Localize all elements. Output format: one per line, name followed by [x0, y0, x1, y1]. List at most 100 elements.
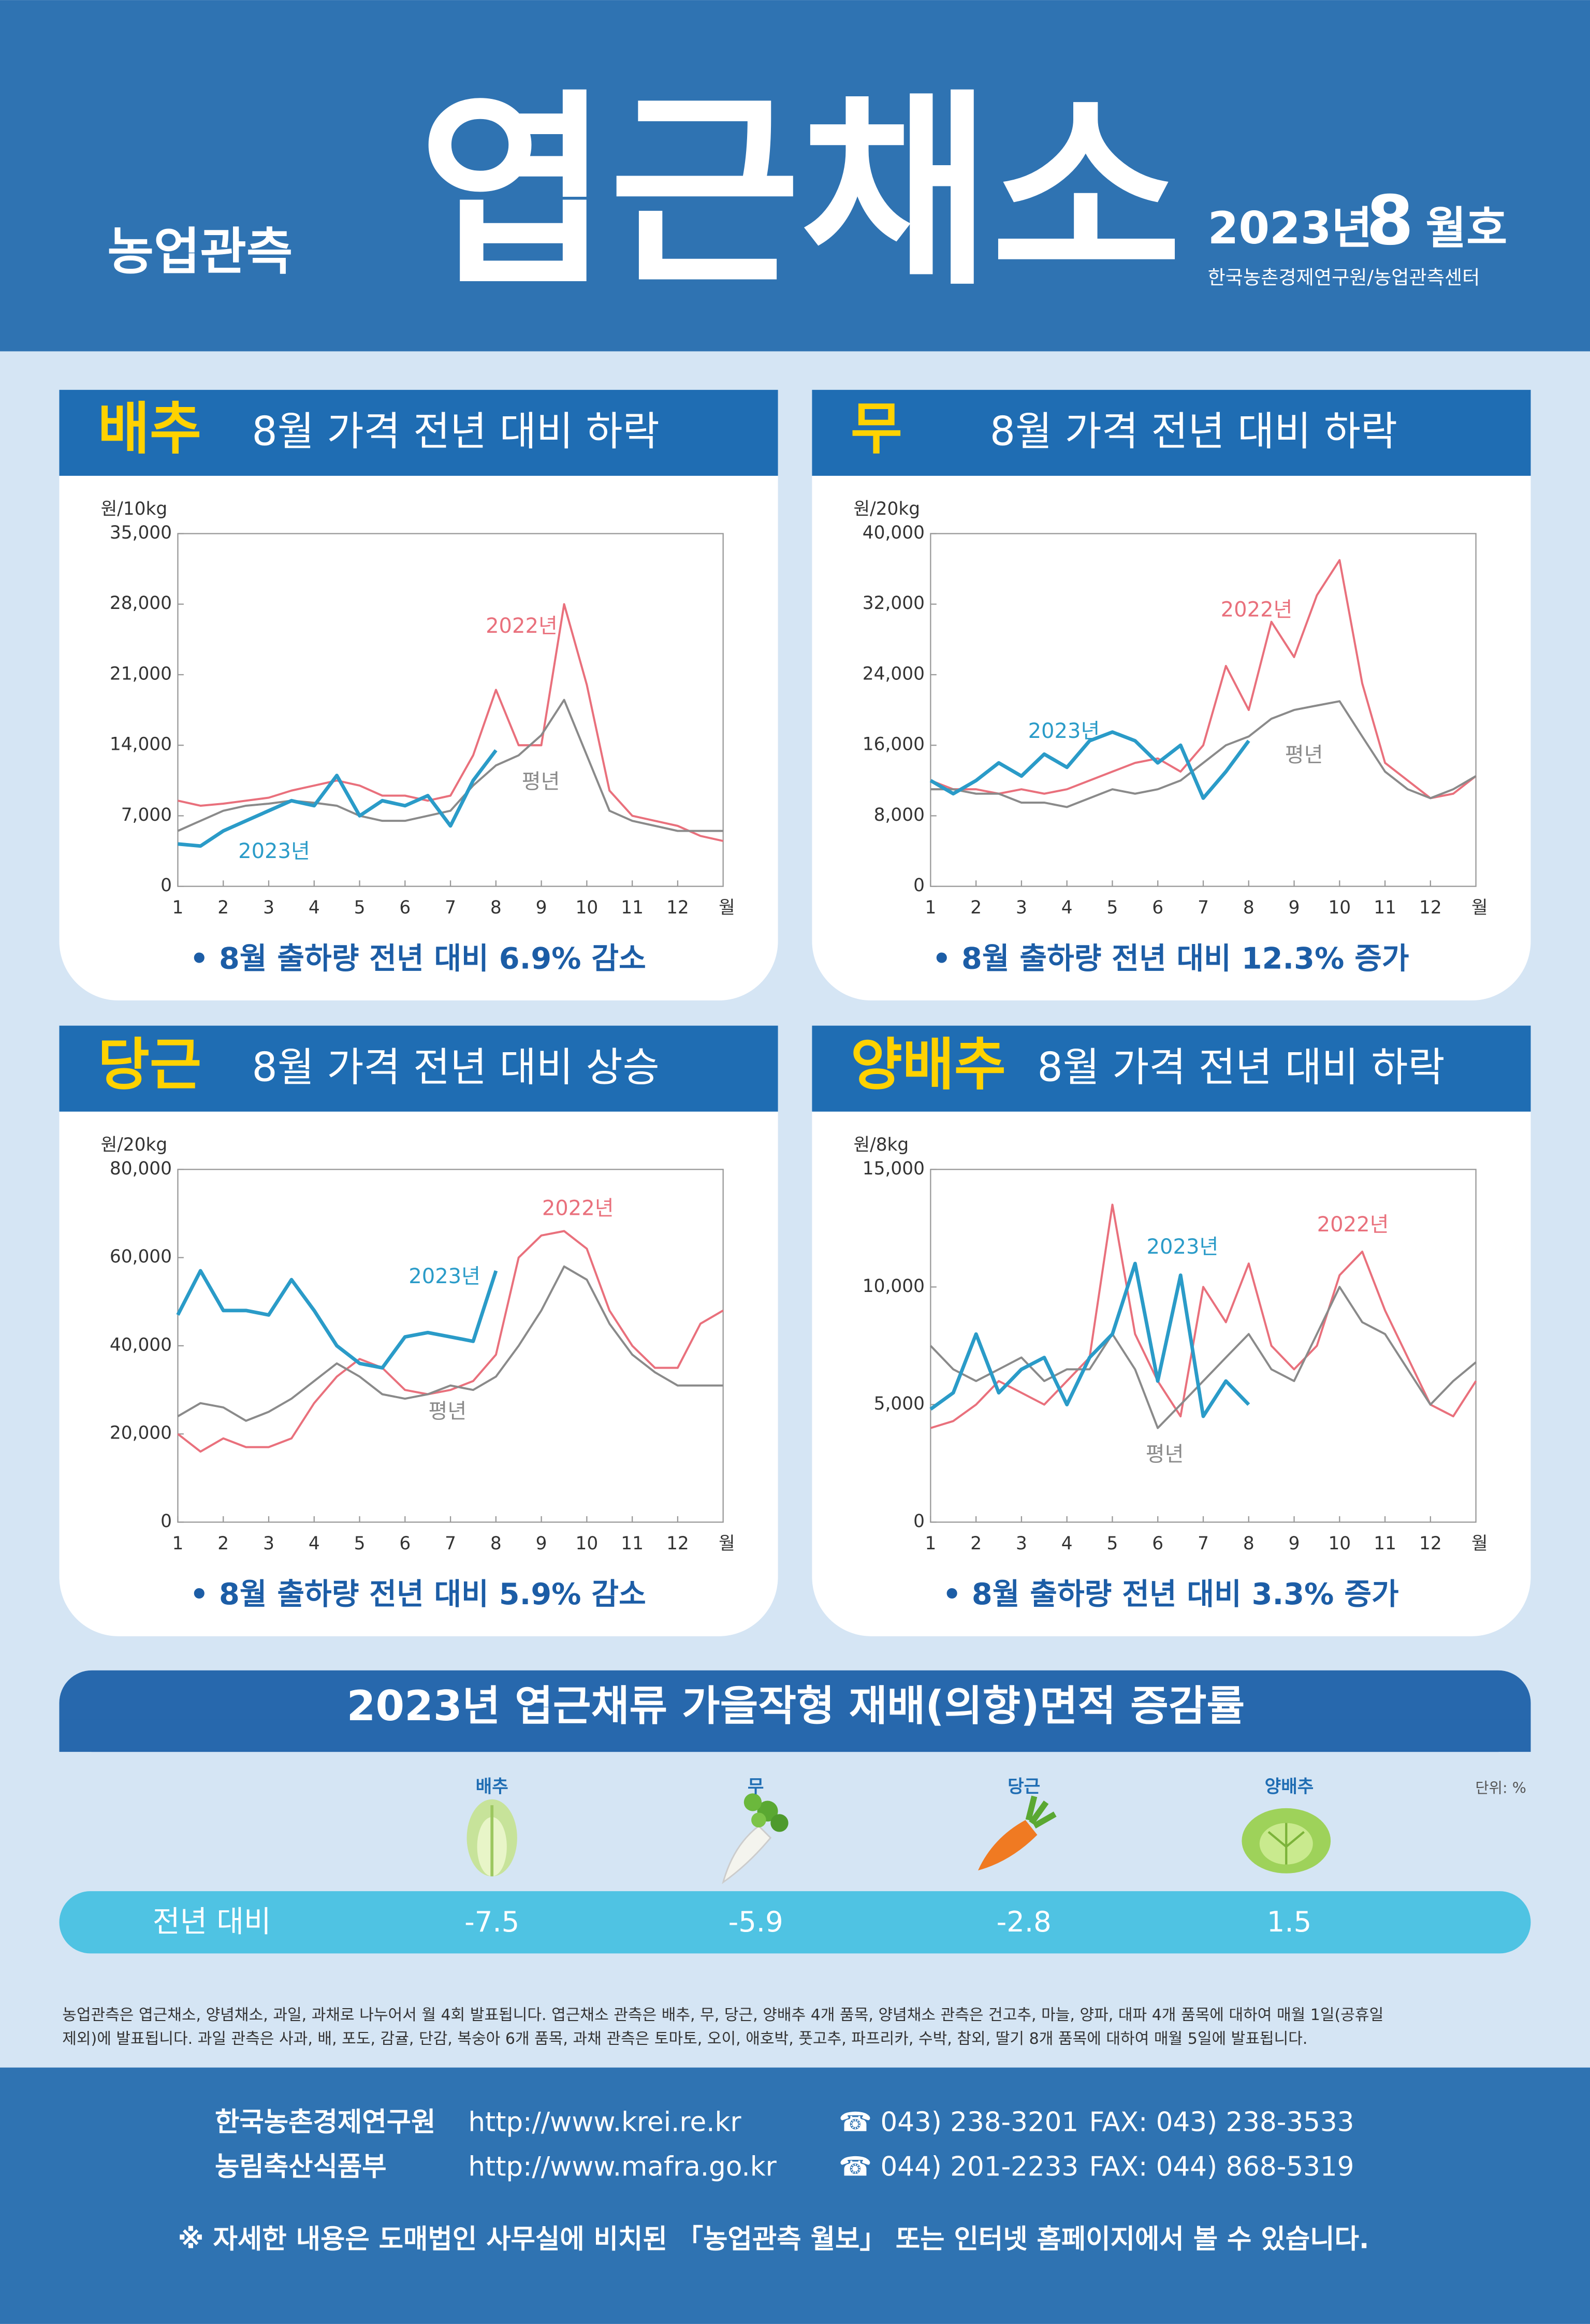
x-tick-label: 3: [263, 897, 274, 918]
y-tick-label: 20,000: [110, 1423, 172, 1444]
x-tick-label: 11: [1374, 897, 1396, 918]
x-tick-label: 2: [970, 897, 982, 918]
x-tick-label: 8: [490, 1533, 502, 1554]
footnote-line: 제외)에 발표됩니다. 과일 관측은 사과, 배, 포도, 감귤, 단감, 복숭…: [62, 2030, 1307, 2048]
y-axis-label: 원/10kg: [101, 499, 167, 519]
panel: [59, 1025, 778, 1636]
series-label: 2023년: [409, 1265, 480, 1288]
cabbage-icon: [466, 1799, 517, 1877]
footnote-line: 농업관측은 엽근채소, 양념채소, 과일, 과채로 나누어서 월 4회 발표됩니…: [62, 2006, 1383, 2024]
series-line: [178, 749, 498, 848]
x-tick-label: 7: [1198, 1533, 1209, 1554]
series-line: [930, 1203, 1477, 1429]
area-title-bar-base: [59, 1719, 1531, 1752]
x-tick-label: 9: [536, 1533, 547, 1554]
series-label: 평년: [1285, 743, 1323, 767]
area-value: -7.5: [464, 1906, 519, 1938]
panel: [59, 389, 778, 1001]
y-axis-label: 원/20kg: [101, 1135, 167, 1155]
x-tick-label: 2: [217, 1533, 229, 1554]
series-label: 2023년: [238, 839, 310, 863]
issue-suffix: 월호: [1425, 202, 1507, 254]
radish-icon: [722, 1793, 789, 1884]
headline: 8월 가격 전년 대비 하락: [990, 409, 1397, 455]
panel-header: [812, 389, 1531, 476]
supply-note: • 8월 출하량 전년 대비 5.9% 감소: [189, 1577, 646, 1611]
y-tick-label: 5,000: [874, 1393, 925, 1414]
x-tick-label: 5: [354, 897, 366, 918]
x-tick-label: 4: [1061, 1533, 1073, 1554]
org: 한국농촌경제연구원/농업관측센터: [1208, 266, 1480, 289]
x-tick-label: 1: [925, 1533, 936, 1554]
area-title: 2023년 엽근채류 가을작형 재배(의향)면적 증감률: [347, 1682, 1245, 1730]
x-unit: 월: [1471, 897, 1488, 918]
x-unit: 월: [719, 897, 735, 918]
x-tick-label: 7: [445, 897, 456, 918]
headline: 8월 가격 전년 대비 하락: [252, 409, 660, 455]
y-tick-label: 24,000: [863, 663, 925, 684]
x-tick-label: 5: [1107, 897, 1118, 918]
series-line: [176, 1269, 498, 1370]
x-tick-label: 9: [536, 897, 547, 918]
x-tick-label: 1: [925, 897, 936, 918]
x-tick-label: 6: [1152, 1533, 1163, 1554]
y-tick-label: 28,000: [110, 593, 172, 614]
series-line: [177, 1230, 724, 1453]
x-tick-label: 10: [576, 897, 599, 918]
item-name: 무: [851, 396, 902, 462]
contact-url: http://www.krei.re.kr: [468, 2107, 741, 2138]
contact-org: 한국농촌경제연구원: [215, 2107, 435, 2138]
x-tick-label: 5: [354, 1533, 366, 1554]
series-line: [930, 700, 1477, 808]
contacts: 한국농촌경제연구원 http://www.krei.re.kr ☎ 043) 238…: [215, 2107, 1354, 2182]
supply-note: • 8월 출하량 전년 대비 6.9% 감소: [189, 941, 646, 976]
x-tick-label: 4: [1061, 897, 1073, 918]
y-tick-label: 60,000: [110, 1246, 172, 1267]
headline: 8월 가격 전년 대비 상승: [252, 1044, 660, 1091]
y-tick-label: 21,000: [110, 663, 172, 684]
y-tick-label: 35,000: [110, 522, 172, 543]
main-title: 엽근채소: [418, 72, 1182, 313]
area-value: -5.9: [728, 1906, 783, 1938]
supply-note: • 8월 출하량 전년 대비 3.3% 증가: [942, 1577, 1398, 1611]
issue-year: 2023년: [1208, 202, 1373, 254]
x-tick-label: 10: [576, 1533, 599, 1554]
contact-org: 농림축산식품부: [215, 2151, 387, 2182]
series-line: [929, 1261, 1250, 1418]
area-row: [59, 1891, 1531, 1954]
x-tick-label: 6: [1152, 897, 1163, 918]
item-name: 당근: [98, 1032, 201, 1097]
series-line: [177, 1265, 723, 1422]
panel-header: [812, 1025, 1531, 1112]
panels: 배추 8월 가격 전년 대비 하락• 8월 출하량 전년 대비 6.9% 감소원/…: [59, 389, 1531, 1636]
x-tick-label: 6: [399, 1533, 411, 1554]
x-tick-label: 12: [1419, 1533, 1442, 1554]
x-tick-label: 10: [1328, 1533, 1351, 1554]
panel: [812, 1025, 1531, 1636]
x-tick-label: 1: [172, 1533, 184, 1554]
x-tick-label: 2: [970, 1533, 982, 1554]
y-tick-label: 0: [913, 1511, 925, 1532]
area-item-name: 양배추: [1265, 1776, 1314, 1797]
x-tick-label: 9: [1289, 1533, 1300, 1554]
series-line: [929, 730, 1250, 800]
series-line: [930, 559, 1477, 800]
area-item-name: 무: [748, 1776, 764, 1797]
x-tick-label: 7: [445, 1533, 456, 1554]
series-label: 평년: [522, 769, 560, 793]
x-tick-label: 5: [1107, 1533, 1118, 1554]
y-tick-label: 14,000: [110, 734, 172, 755]
x-tick-label: 8: [1243, 897, 1255, 918]
area-items: 배추 -7.5 무 -5.9 당근 -2.8 양배추 1.5: [464, 1776, 1314, 1938]
area-item-name: 당근: [1008, 1776, 1040, 1797]
y-tick-label: 0: [161, 875, 172, 896]
series-line: [929, 1286, 1477, 1429]
item-name: 배추: [98, 396, 201, 462]
x-tick-label: 2: [217, 897, 229, 918]
x-tick-label: 4: [309, 897, 320, 918]
y-tick-label: 8,000: [874, 805, 925, 825]
x-tick-label: 12: [1419, 897, 1442, 918]
headline: 8월 가격 전년 대비 하락: [1037, 1044, 1445, 1091]
area-value: 1.5: [1267, 1906, 1311, 1938]
y-tick-label: 40,000: [110, 1334, 172, 1355]
